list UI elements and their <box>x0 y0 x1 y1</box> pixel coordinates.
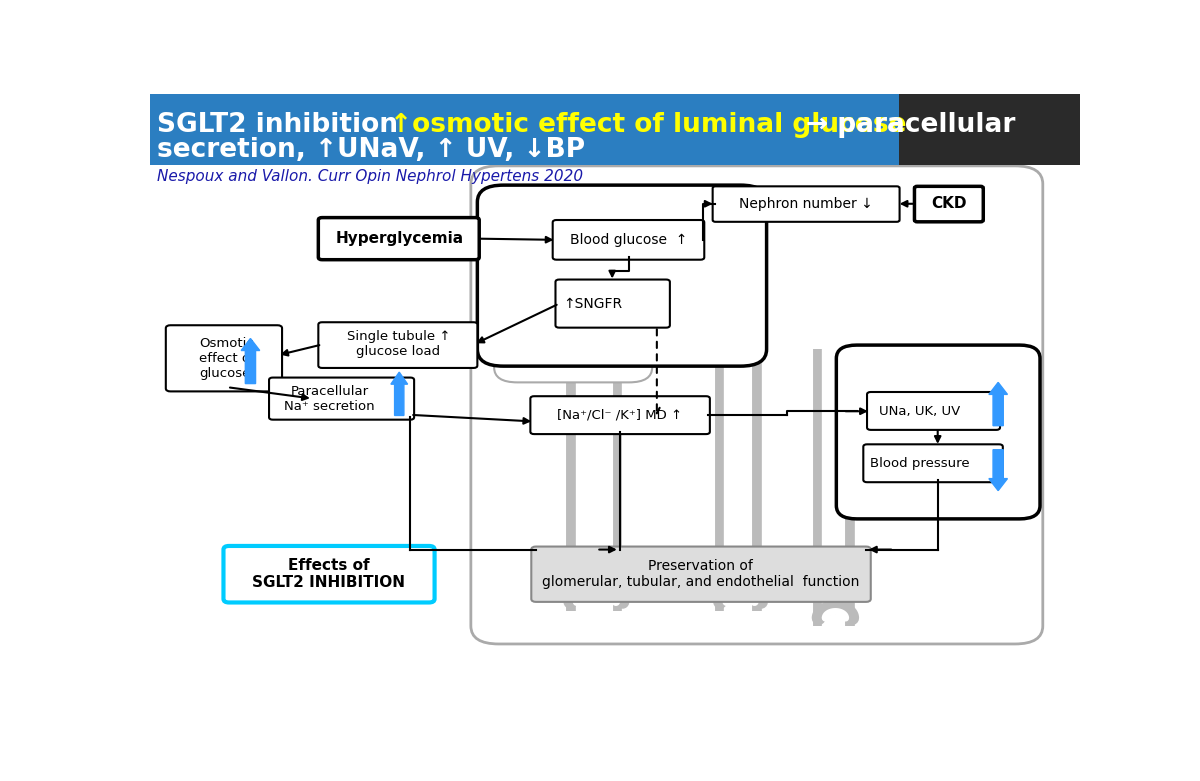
FancyBboxPatch shape <box>470 166 1043 644</box>
Text: → paracellular: → paracellular <box>805 112 1015 138</box>
Text: secretion, ↑UNaV, ↑ UV, ↓BP: secretion, ↑UNaV, ↑ UV, ↓BP <box>156 137 584 163</box>
FancyBboxPatch shape <box>556 280 670 328</box>
Text: CKD: CKD <box>931 196 967 212</box>
FancyBboxPatch shape <box>494 217 653 383</box>
FancyBboxPatch shape <box>713 187 900 222</box>
FancyArrow shape <box>989 450 1008 490</box>
FancyBboxPatch shape <box>863 444 1003 482</box>
Text: Osmotic
effect of
glucose: Osmotic effect of glucose <box>199 337 256 380</box>
Text: Blood pressure: Blood pressure <box>870 457 970 470</box>
Text: Single tubule ↑
glucose load: Single tubule ↑ glucose load <box>347 330 450 358</box>
FancyBboxPatch shape <box>478 185 767 366</box>
Text: Blood glucose  ↑: Blood glucose ↑ <box>570 233 688 247</box>
FancyBboxPatch shape <box>269 377 414 419</box>
FancyBboxPatch shape <box>530 396 710 434</box>
Text: UNa, UK, UV: UNa, UK, UV <box>880 405 961 418</box>
Text: Effects of
SGLT2 INHIBITION: Effects of SGLT2 INHIBITION <box>252 558 406 590</box>
Text: [Na⁺/Cl⁻ /K⁺] MD ↑: [Na⁺/Cl⁻ /K⁺] MD ↑ <box>557 409 683 422</box>
Text: ↑osmotic effect of luminal glucose: ↑osmotic effect of luminal glucose <box>390 112 916 138</box>
Text: Hyperglycemia: Hyperglycemia <box>335 231 463 246</box>
FancyBboxPatch shape <box>318 323 478 368</box>
FancyArrow shape <box>391 373 408 415</box>
FancyBboxPatch shape <box>553 220 704 260</box>
FancyArrow shape <box>241 338 259 383</box>
FancyBboxPatch shape <box>914 187 983 222</box>
FancyBboxPatch shape <box>166 325 282 391</box>
FancyBboxPatch shape <box>532 547 871 602</box>
FancyBboxPatch shape <box>223 546 434 602</box>
Text: Preservation of
glomerular, tubular, and endothelial  function: Preservation of glomerular, tubular, and… <box>542 559 859 590</box>
Text: Nespoux and Vallon. Curr Opin Nephrol Hypertens 2020: Nespoux and Vallon. Curr Opin Nephrol Hy… <box>156 169 583 184</box>
FancyBboxPatch shape <box>899 94 1080 165</box>
Text: ↑SNGFR: ↑SNGFR <box>563 297 623 311</box>
Text: SGLT2 inhibition: SGLT2 inhibition <box>156 112 407 138</box>
Text: Paracellular
Na⁺ secretion: Paracellular Na⁺ secretion <box>284 384 374 412</box>
Text: Nephron number ↓: Nephron number ↓ <box>739 197 872 211</box>
FancyBboxPatch shape <box>150 94 899 165</box>
FancyBboxPatch shape <box>836 345 1040 519</box>
FancyArrow shape <box>989 383 1008 426</box>
FancyBboxPatch shape <box>868 392 1000 430</box>
FancyBboxPatch shape <box>318 218 479 260</box>
